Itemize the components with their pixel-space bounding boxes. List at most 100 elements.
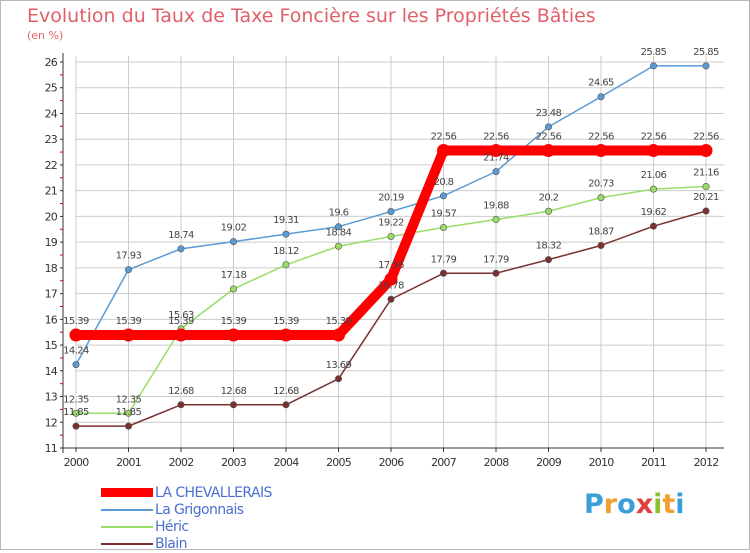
y-tick-label: 26 <box>45 56 58 69</box>
y-tick-label: 15 <box>45 339 58 352</box>
data-label: 22.56 <box>693 132 719 143</box>
data-label: 25.85 <box>693 47 719 58</box>
data-label: 20.19 <box>378 193 404 204</box>
data-label: 13.69 <box>326 360 352 371</box>
data-point <box>437 144 450 158</box>
data-label: 19.31 <box>273 215 299 226</box>
x-tick-label: 2012 <box>694 456 719 469</box>
y-tick-label: 11 <box>45 442 57 455</box>
brand-letter: x <box>635 489 654 520</box>
data-label: 19.62 <box>641 207 667 218</box>
data-point <box>334 223 342 231</box>
data-point <box>439 269 447 277</box>
data-label: 20.8 <box>434 177 454 188</box>
data-label: 22.56 <box>536 132 562 143</box>
data-label: 18.87 <box>588 226 614 237</box>
x-tick-label: 2000 <box>64 456 90 469</box>
data-label: 22.56 <box>641 132 667 143</box>
data-label: 12.68 <box>168 386 194 397</box>
data-point <box>125 409 133 417</box>
data-point <box>594 144 608 158</box>
data-label: 12.35 <box>116 394 142 405</box>
legend-label: La Grigonnais <box>155 502 244 518</box>
legend-swatch <box>101 509 153 511</box>
data-point <box>282 401 290 409</box>
legend-swatch <box>101 488 153 497</box>
data-point <box>72 422 80 430</box>
data-label: 25.85 <box>641 47 667 58</box>
data-label: 15.39 <box>63 316 89 327</box>
data-point <box>72 409 80 417</box>
x-tick-label: 2001 <box>116 456 141 469</box>
data-point <box>387 295 395 303</box>
data-label: 19.57 <box>431 208 457 219</box>
y-tick-label: 16 <box>45 313 58 326</box>
legend-swatch <box>101 526 153 528</box>
legend-label: LA CHEVALLERAIS <box>155 485 272 501</box>
y-tick-label: 20 <box>45 210 58 223</box>
data-point <box>177 245 185 253</box>
data-point <box>544 207 552 215</box>
data-point <box>492 269 500 277</box>
brand-logo: Proxiti <box>584 489 685 520</box>
data-point <box>439 192 447 200</box>
data-label: 16.78 <box>378 280 404 291</box>
data-point <box>649 62 657 70</box>
data-label: 19.02 <box>221 223 247 234</box>
y-tick-label: 13 <box>45 391 58 404</box>
data-point <box>702 183 710 191</box>
data-label: 24.65 <box>588 78 614 89</box>
data-point <box>597 194 605 202</box>
data-point <box>230 238 238 246</box>
data-point <box>230 285 238 293</box>
data-label: 23.48 <box>536 108 562 119</box>
y-tick-label: 23 <box>45 133 58 146</box>
data-label: 14.24 <box>63 346 89 357</box>
data-point <box>282 261 290 269</box>
data-point <box>230 401 238 409</box>
data-point <box>439 223 447 231</box>
brand-letter: i <box>653 489 663 520</box>
data-point <box>649 185 657 193</box>
x-tick-label: 2003 <box>221 456 247 469</box>
data-point <box>542 144 555 158</box>
data-label: 18.12 <box>273 246 299 257</box>
data-label: 21.06 <box>641 170 667 181</box>
legend-label: Blain <box>155 536 187 552</box>
y-tick-label: 19 <box>45 236 58 249</box>
data-point <box>702 62 710 70</box>
data-point <box>334 375 342 383</box>
data-point <box>125 422 133 430</box>
data-label: 15.39 <box>168 316 194 327</box>
data-label: 12.68 <box>273 386 299 397</box>
data-label: 19.22 <box>378 217 404 228</box>
data-label: 15.63 <box>168 310 194 321</box>
data-point <box>702 207 710 215</box>
data-point <box>384 272 398 286</box>
x-tick-label: 2007 <box>431 456 457 469</box>
brand-letter: r <box>603 489 618 520</box>
data-label: 20.21 <box>693 192 719 203</box>
data-label: 22.56 <box>483 132 509 143</box>
x-tick-label: 2004 <box>274 456 300 469</box>
data-label: 15.39 <box>273 316 299 327</box>
data-label: 21.74 <box>483 153 509 164</box>
data-point <box>597 93 605 101</box>
data-point <box>125 266 133 274</box>
data-point <box>332 328 345 342</box>
data-point <box>649 222 657 230</box>
data-label: 22.56 <box>431 132 457 143</box>
data-label: 19.6 <box>329 208 349 219</box>
data-point <box>334 242 342 250</box>
brand-letter: P <box>584 489 604 520</box>
brand-letter: i <box>675 489 685 520</box>
data-point <box>492 215 500 223</box>
data-label: 11.85 <box>116 407 142 418</box>
y-tick-label: 17 <box>45 288 58 301</box>
data-label: 15.39 <box>116 316 142 327</box>
data-point <box>72 361 80 369</box>
data-label: 19.88 <box>483 200 509 211</box>
data-point <box>647 144 660 158</box>
